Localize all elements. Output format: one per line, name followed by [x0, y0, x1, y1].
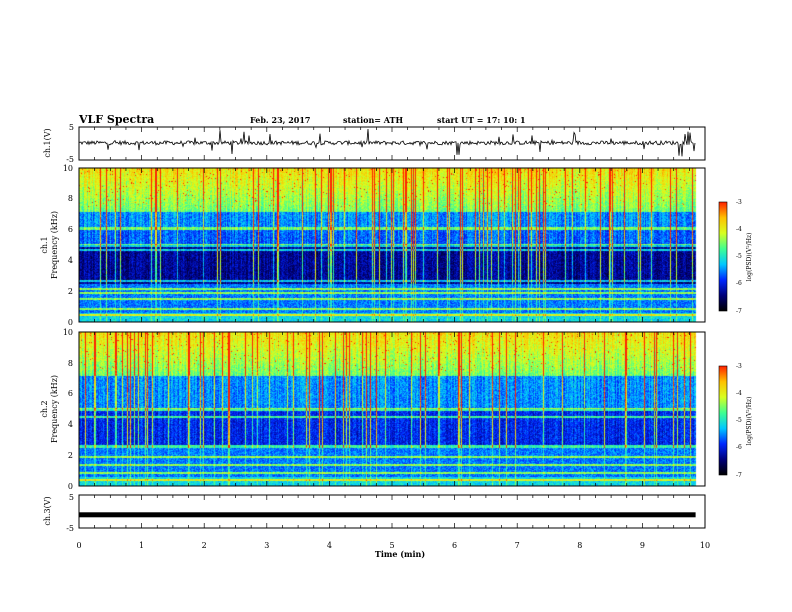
ch2-freq-tick-10: 10	[63, 328, 73, 337]
ch1-freq-tick-8: 8	[68, 194, 73, 203]
ch2-spectrogram-ylabel-frequency: Frequency (kHz)	[50, 375, 59, 443]
ch1-freq-tick-6: 6	[68, 225, 73, 234]
ch1-waveform-trace	[78, 128, 696, 157]
ch1-freq-tick-0: 0	[68, 318, 73, 327]
ch2-colorbar-tick-m4: -4	[736, 390, 742, 397]
ch1-waveform-ylabel: ch.1(V)	[43, 128, 52, 157]
x-tick-label: 5	[389, 541, 394, 550]
x-tick-label: 9	[640, 541, 645, 550]
ch3-waveform-ylabel: ch.3(V)	[43, 496, 52, 525]
x-tick-label: 4	[327, 541, 332, 550]
ch2-colorbar-tick-m7: -7	[736, 472, 742, 479]
x-tick-label: 1	[139, 541, 144, 550]
ch1-freq-tick-2: 2	[68, 287, 73, 296]
ch3-ytick-bottom: -5	[66, 524, 74, 533]
ch2-colorbar-tick-m5: -5	[736, 417, 742, 424]
ch2-spectrogram-ylabel-channel: ch.2	[40, 400, 49, 417]
date-label: Feb. 23, 2017	[250, 115, 310, 125]
ch3-waveform-panel: 5 -5 ch.3(V)	[43, 493, 706, 533]
x-tick-label: 10	[700, 541, 710, 550]
ch1-spectrogram-image	[79, 168, 705, 322]
ch2-freq-tick-6: 6	[68, 389, 73, 398]
ch1-colorbar	[718, 201, 728, 312]
x-tick-label: 3	[264, 541, 269, 550]
ch2-freq-tick-0: 0	[68, 482, 73, 491]
ch3-waveform-frame	[78, 494, 706, 529]
ch3-waveform-trace	[79, 512, 696, 518]
ch2-freq-tick-4: 4	[68, 420, 73, 429]
ch1-colorbar-tick-m6: -6	[736, 280, 742, 287]
x-tick-label: 6	[452, 541, 457, 550]
x-axis-label: Time (min)	[375, 549, 425, 559]
x-tick-label: 2	[202, 541, 207, 550]
ch1-freq-tick-10: 10	[63, 164, 73, 173]
start-time-label: start UT = 17: 10: 1	[437, 115, 526, 125]
x-tick-labels: 0 1 2 3 4 5 6 7 8 9 10	[76, 541, 710, 550]
ch2-colorbar	[718, 365, 728, 476]
ch1-colorbar-label: log(PSD)(V²/Hz)	[746, 233, 753, 282]
ch2-freq-tick-2: 2	[68, 451, 73, 460]
ch1-waveform-panel: 5 -5 ch.1(V)	[43, 123, 706, 164]
ch1-spectrogram-panel: 0 2 4 6 8 10 ch.1 Frequency (kHz) -3 -4 …	[40, 164, 753, 327]
ch1-spectrogram-ylabel-frequency: Frequency (kHz)	[50, 211, 59, 279]
ch3-ytick-top: 5	[69, 493, 74, 502]
station-label: station= ATH	[343, 115, 403, 125]
x-tick-label: 7	[515, 541, 520, 550]
x-tick-label: 8	[577, 541, 582, 550]
ch2-freq-tick-8: 8	[68, 359, 73, 368]
ch2-colorbar-tick-m3: -3	[736, 363, 742, 370]
time-ticks	[78, 127, 706, 528]
ch1-colorbar-tick-m7: -7	[736, 308, 742, 315]
ch2-colorbar-label: log(PSD)(V²/Hz)	[746, 397, 753, 446]
ch2-spectrogram	[79, 332, 705, 486]
ch1-colorbar-tick-m5: -5	[736, 253, 742, 260]
ch1-colorbar-tick-m4: -4	[736, 226, 742, 233]
ch1-spectrogram	[79, 168, 705, 322]
ch1-spectrogram-ylabel-channel: ch.1	[40, 236, 49, 253]
ch1-ytick-top: 5	[69, 123, 74, 132]
ch2-spectrogram-image	[79, 332, 705, 486]
ch1-colorbar-tick-m3: -3	[736, 199, 742, 206]
ch1-freq-tick-4: 4	[68, 256, 73, 265]
x-tick-label: 0	[76, 541, 81, 550]
ch1-ytick-bottom: -5	[66, 155, 74, 164]
ch2-colorbar-tick-m6: -6	[736, 444, 742, 451]
figure-title: VLF Spectra	[78, 113, 154, 126]
ch2-spectrogram-panel: 0 2 4 6 8 10 ch.2 Frequency (kHz) -3 -4 …	[40, 328, 753, 491]
